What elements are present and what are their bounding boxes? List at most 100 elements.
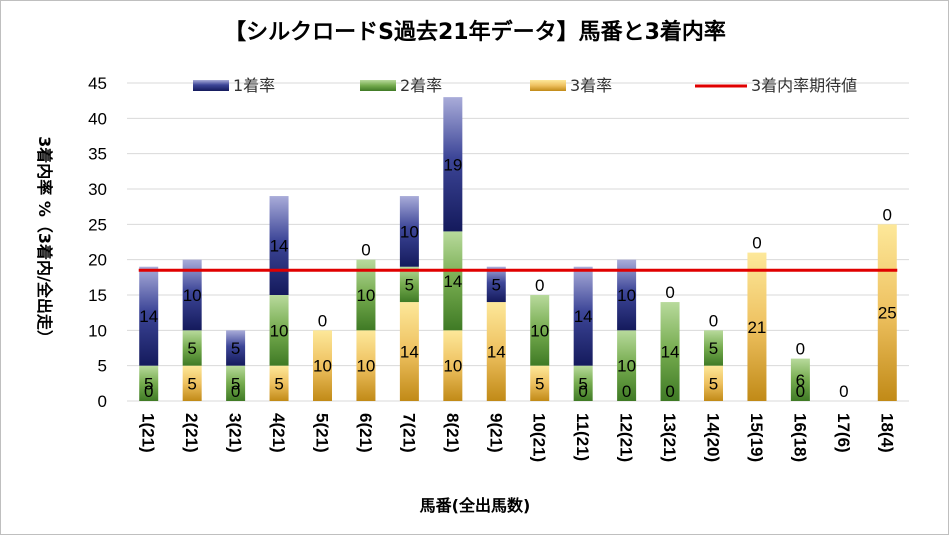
x-tick-label: 4(21) (269, 413, 288, 453)
x-tick-label: 17(6) (834, 413, 853, 453)
data-label: 10 (313, 357, 332, 376)
bar-1着率-7(21) (399, 196, 419, 267)
data-label: 0 (578, 382, 587, 401)
y-tick-label: 10 (88, 321, 107, 340)
x-axis-ticks: 1(21) 2(21) 3(21) 4(21) 5(21) 6(21) 7(21) 8(21)… (139, 413, 897, 462)
y-tick-label: 25 (88, 215, 107, 234)
data-label: 19 (443, 155, 462, 174)
y-axis-title: 3着内率 %（3着内/全出走） (35, 136, 54, 346)
data-label: 0 (752, 234, 761, 253)
x-tick-label: 7(21) (399, 413, 418, 453)
data-label: 10 (443, 357, 462, 376)
legend-swatch-2nd (360, 80, 396, 91)
bar-2着率-11(21) (573, 365, 593, 401)
x-tick-label: 2(21) (182, 413, 201, 453)
data-label: 14 (400, 343, 419, 362)
bar-2着率-4(21) (269, 295, 289, 366)
bar-2着率-8(21) (443, 231, 463, 331)
x-tick-label: 3(21) (226, 413, 245, 453)
bar-3着率-9(21) (486, 302, 506, 401)
data-label: 5 (535, 374, 544, 393)
x-tick-label: 5(21) (313, 413, 332, 453)
bar-1着率-8(21) (443, 97, 463, 232)
chart-title: 【シルクロードS過去21年データ】馬番と3着内率 (224, 19, 726, 45)
data-label: 0 (665, 382, 674, 401)
bar-3着率-10(21) (530, 365, 550, 401)
bar-2着率-10(21) (530, 295, 550, 366)
bar-2着率-12(21) (617, 330, 637, 401)
bar-1着率-2(21) (182, 259, 202, 331)
x-tick-label: 14(20) (704, 413, 723, 462)
bar-2着率-6(21) (356, 259, 376, 331)
data-label: 14 (270, 237, 289, 256)
y-tick-label: 20 (88, 251, 107, 270)
bar-2着率-3(21) (226, 365, 246, 401)
bar-3着率-18(4) (877, 224, 897, 401)
data-label: 0 (796, 382, 805, 401)
y-tick-label: 0 (98, 392, 107, 411)
bar-3着率-7(21) (399, 302, 419, 401)
data-label: 5 (492, 275, 501, 294)
bar-1着率-1(21) (139, 266, 159, 366)
bar-1着率-12(21) (617, 259, 637, 331)
bar-1着率-11(21) (573, 266, 593, 366)
data-label: 0 (622, 382, 631, 401)
bar-2着率-7(21) (399, 266, 419, 303)
bar-2着率-13(21) (660, 302, 680, 401)
y-axis-ticks: 0 5 10 15 20 25 30 35 40 45 (88, 74, 107, 411)
x-tick-label: 8(21) (443, 413, 462, 453)
bar-3着率-2(21) (182, 365, 202, 401)
x-tick-label: 12(21) (617, 413, 636, 462)
x-tick-label: 6(21) (356, 413, 375, 453)
data-label: 10 (183, 286, 202, 305)
data-label: 0 (231, 382, 240, 401)
bar-3着率-4(21) (269, 365, 289, 401)
bar-2着率-1(21) (139, 365, 159, 401)
bar-3着率-5(21) (313, 330, 332, 401)
data-label: 14 (574, 307, 593, 326)
bar-3着率-15(19) (747, 252, 767, 401)
x-tick-label: 18(4) (877, 413, 896, 453)
bar-3着率-6(21) (356, 330, 376, 401)
data-label: 5 (144, 374, 153, 393)
bar-1着率-9(21) (486, 266, 506, 303)
data-label: 5 (274, 374, 283, 393)
data-label: 5 (187, 374, 196, 393)
x-tick-label: 13(21) (660, 413, 679, 462)
data-label: 5 (231, 374, 240, 393)
y-tick-label: 40 (88, 109, 107, 128)
x-tick-label: 1(21) (139, 413, 158, 453)
legend-label-expected: 3着内率期待値 (751, 76, 857, 95)
bars (139, 97, 897, 401)
x-tick-label: 11(21) (573, 413, 592, 461)
data-label: 14 (139, 307, 158, 326)
data-label: 5 (578, 374, 587, 393)
data-label: 10 (617, 357, 636, 376)
data-label: 5 (405, 275, 414, 294)
x-axis-title: 馬番(全出馬数) (420, 496, 531, 515)
data-label: 14 (443, 272, 462, 291)
data-label: 5 (187, 339, 196, 358)
y-tick-label: 35 (88, 145, 107, 164)
y-tick-label: 30 (88, 180, 107, 199)
x-tick-label: 9(21) (486, 413, 505, 453)
data-label: 0 (839, 382, 848, 401)
data-label: 14 (661, 343, 680, 362)
data-label: 14 (487, 343, 506, 362)
bar-1着率-3(21) (226, 330, 246, 366)
x-tick-label: 15(19) (747, 413, 766, 462)
y-tick-label: 45 (88, 74, 107, 93)
x-tick-label: 10(21) (530, 413, 549, 462)
data-label: 0 (883, 205, 892, 224)
data-label: 0 (318, 311, 327, 330)
gridlines (127, 82, 909, 402)
legend: 1着率 2着率 3着率 3着内率期待値 (193, 76, 857, 95)
bar-2着率-2(21) (182, 330, 202, 366)
data-label: 10 (356, 357, 375, 376)
data-label: 6 (796, 371, 805, 390)
data-label: 5 (709, 374, 718, 393)
data-label: 0 (535, 276, 544, 295)
bar-2着率-14(20) (704, 330, 723, 366)
